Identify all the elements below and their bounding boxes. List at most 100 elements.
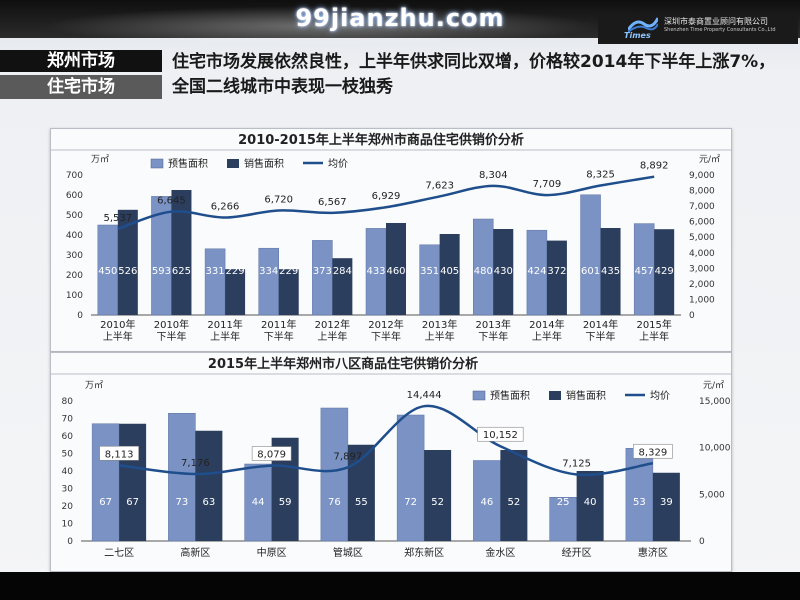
x-tick-label: 二七区 xyxy=(104,547,134,559)
y-left-tick-label: 700 xyxy=(66,171,83,181)
bar-label-sales: 63 xyxy=(203,497,216,508)
chart-panel-bottom: 2015年上半年郑州市八区商品住宅供销价分析 万㎡ 元/㎡ 0 10 20 30 40 50 60… xyxy=(50,352,732,572)
y-left-tick-label: 300 xyxy=(66,251,83,261)
watermark: 99jianzhu.com xyxy=(295,4,505,32)
price-line-series xyxy=(117,175,655,231)
bar-label-sales: 229 xyxy=(226,266,245,277)
bar-label-presale: 433 xyxy=(366,266,385,277)
bar-sales xyxy=(424,450,452,541)
bar-presale xyxy=(580,194,601,316)
x-tick-label-year: 2014年 xyxy=(583,318,618,331)
y-left-tick-label: 0 xyxy=(67,537,73,547)
bar-presale xyxy=(97,224,119,316)
price-label-box xyxy=(477,426,524,442)
bar-sales xyxy=(600,228,621,315)
bar-label-presale: 424 xyxy=(527,266,546,277)
y-left-tick-label: 60 xyxy=(62,432,74,442)
bar-sales xyxy=(278,269,299,315)
chart-panel-top: 2010-2015年上半年郑州市商品住宅供销价分析 万㎡ 元/㎡ 0 100 200 300… xyxy=(50,128,732,352)
price-label: 6,266 xyxy=(211,202,240,213)
price-label: 8,113 xyxy=(105,449,134,460)
y-left-tick-label: 500 xyxy=(66,211,83,221)
x-tick-label-year: 2015年 xyxy=(636,318,671,331)
bar-sales xyxy=(654,229,675,315)
y-right-tick-label: 6,000 xyxy=(689,218,715,228)
bar-label-presale: 351 xyxy=(420,266,439,277)
bar-presale xyxy=(396,414,425,542)
bar-label-sales: 405 xyxy=(440,266,459,277)
section-tag-market: 住宅市场 xyxy=(0,75,162,99)
bar-label-sales: 52 xyxy=(431,497,444,508)
price-label: 8,079 xyxy=(257,450,286,461)
bar-label-presale: 72 xyxy=(404,497,417,508)
bar-presale xyxy=(625,448,654,542)
x-tick-label: 中原区 xyxy=(257,546,287,559)
y-right-tick-label: 5,000 xyxy=(699,490,725,500)
price-label: 8,892 xyxy=(640,161,669,172)
y-right-unit: 元/㎡ xyxy=(699,154,720,165)
bar-label-sales: 52 xyxy=(508,497,521,508)
y-left-tick-label: 400 xyxy=(66,231,83,241)
bar-label-sales: 229 xyxy=(279,266,298,277)
bar-label-presale: 46 xyxy=(481,497,494,508)
y-right-tick-label: 5,000 xyxy=(689,233,715,243)
bar-presale xyxy=(419,244,440,316)
bar-presale xyxy=(549,497,577,542)
bar-presale xyxy=(258,247,279,316)
y-left-tick-label: 80 xyxy=(62,397,74,407)
legend-label-price: 均价 xyxy=(328,158,348,170)
price-label: 5,537 xyxy=(103,213,132,224)
y-right-tick-label: 0 xyxy=(699,537,705,547)
price-label: 6,929 xyxy=(372,191,401,202)
bar-sales xyxy=(171,190,192,315)
y-left-tick-label: 100 xyxy=(66,291,83,301)
y-left-tick-label: 10 xyxy=(62,520,74,530)
x-tick-label-half: 下半年 xyxy=(371,330,401,343)
price-label-box xyxy=(99,445,139,461)
bar-presale xyxy=(244,463,272,542)
price-label: 6,720 xyxy=(264,194,293,205)
legend-label-price: 均价 xyxy=(650,390,670,402)
y-right-tick-label: 1,000 xyxy=(689,295,715,305)
bar-sales xyxy=(332,258,353,315)
y-left-tick-label: 70 xyxy=(62,415,74,425)
bar-presale xyxy=(320,407,349,542)
bar-presale xyxy=(204,248,226,316)
x-tick-label-year: 2011年 xyxy=(207,318,242,331)
bar-label-sales: 625 xyxy=(172,266,191,277)
y-left-tick-label: 50 xyxy=(62,450,74,460)
y-right-tick-label: 3,000 xyxy=(689,264,715,274)
bar-label-presale: 73 xyxy=(176,497,189,508)
bar-sales xyxy=(117,209,138,315)
headline-text: 住宅市场发展依然良性，上半年供求同比双增，价格较2014年下半年上涨7%，全国二… xyxy=(172,52,776,97)
x-tick-label-half: 下半年 xyxy=(156,330,186,343)
x-tick-label: 郑东新区 xyxy=(404,546,444,559)
bar-label-presale: 67 xyxy=(99,497,112,508)
banner-glow xyxy=(40,6,600,46)
y-left-tick-label: 20 xyxy=(62,502,74,512)
price-label: 6,567 xyxy=(318,197,347,208)
bar-label-sales: 429 xyxy=(655,266,674,277)
x-tick-label-year: 2011年 xyxy=(261,318,296,331)
x-tick-label-year: 2010年 xyxy=(154,318,189,331)
x-tick-label: 管城区 xyxy=(333,546,363,559)
bar-sales xyxy=(386,223,406,315)
y-left-tick-label: 600 xyxy=(66,191,83,201)
bar-label-presale: 25 xyxy=(557,497,570,508)
legend-swatch-presale xyxy=(150,158,164,169)
y-right-tick-label: 0 xyxy=(689,311,695,321)
section-tag-city: 郑州市场 xyxy=(0,50,162,72)
y-right-tick-label: 15,000 xyxy=(699,397,731,407)
legend-swatch-sales xyxy=(549,391,561,400)
y-right-tick-label: 8,000 xyxy=(689,187,715,197)
x-tick-label-year: 2010年 xyxy=(100,318,135,331)
price-line-series xyxy=(118,404,654,477)
y-left-unit: 万㎡ xyxy=(85,380,103,391)
price-label: 14,444 xyxy=(407,390,442,401)
bar-label-presale: 76 xyxy=(328,497,341,508)
bar-presale xyxy=(91,423,120,542)
company-name-en: Shenzhen Time Property Consultants Co.,L… xyxy=(664,27,776,33)
bar-label-presale: 331 xyxy=(206,266,225,277)
